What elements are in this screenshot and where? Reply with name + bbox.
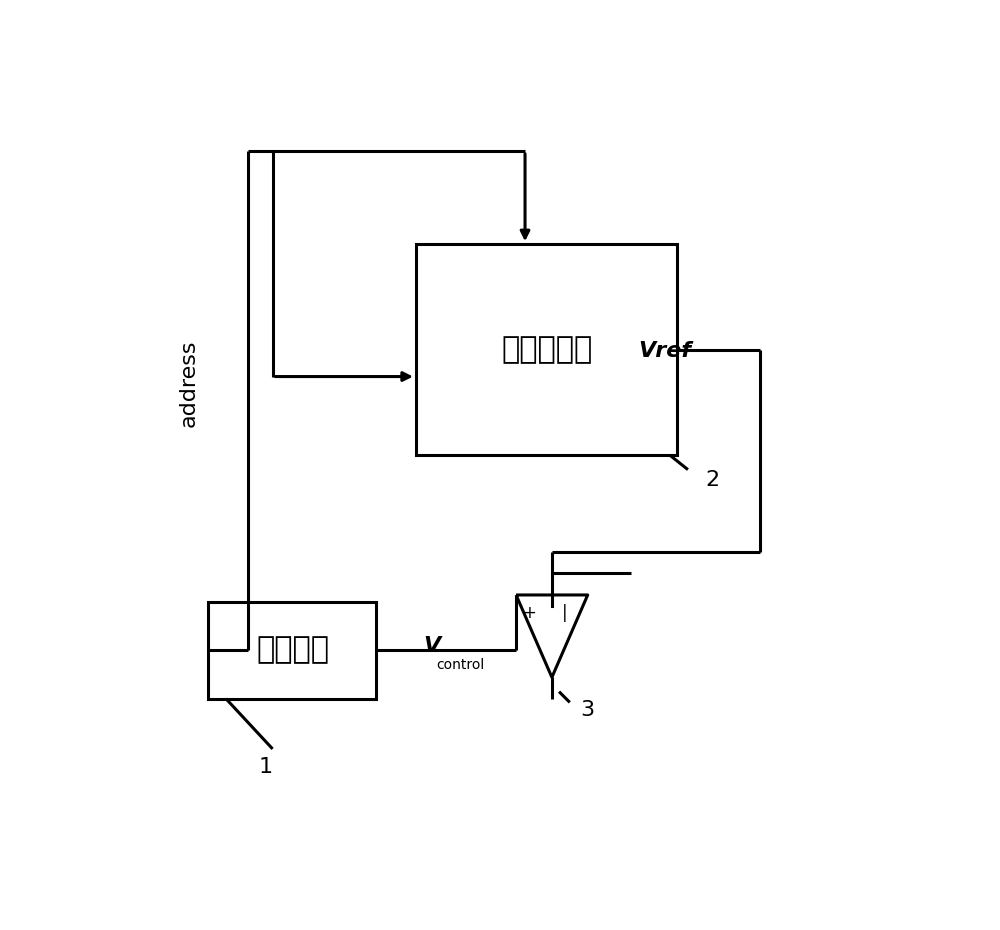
Text: Vref: Vref bbox=[638, 341, 691, 362]
Text: 1: 1 bbox=[258, 757, 273, 777]
Text: 2: 2 bbox=[706, 471, 720, 490]
Text: control: control bbox=[436, 658, 484, 672]
Text: 控制模块: 控制模块 bbox=[256, 635, 329, 665]
Text: +: + bbox=[522, 604, 536, 622]
Text: 忆阻器阵列: 忆阻器阵列 bbox=[501, 335, 592, 364]
Text: |: | bbox=[562, 604, 568, 622]
Text: V: V bbox=[423, 636, 440, 657]
Bar bbox=[208, 602, 376, 698]
Text: 3: 3 bbox=[581, 699, 595, 720]
Text: address: address bbox=[179, 340, 199, 428]
Bar bbox=[416, 244, 677, 456]
